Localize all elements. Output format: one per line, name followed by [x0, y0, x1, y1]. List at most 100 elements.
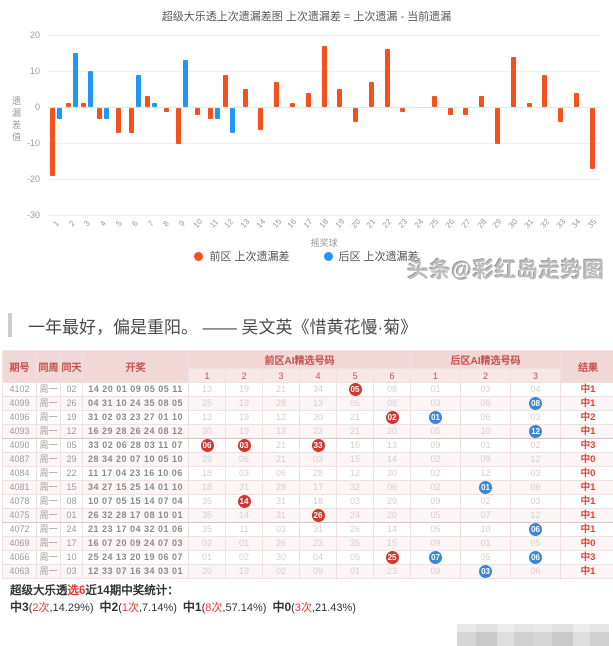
- hit-circle-front: 26: [312, 509, 325, 522]
- x-tick-label: 11: [205, 215, 222, 233]
- front-bar: [164, 108, 169, 112]
- chart-title: 超级大乐透上次遗漏差图 上次遗漏差 = 上次遗漏 - 当前遗漏: [0, 8, 613, 24]
- front-bar: [81, 103, 86, 107]
- cell-ai-number: 08: [511, 397, 561, 411]
- stat-item: 中3(2次,14.29%): [10, 602, 94, 614]
- header-result: 结果: [561, 351, 613, 383]
- cell-day: 17: [61, 537, 83, 551]
- cell-day: 08: [61, 495, 83, 509]
- cell-week: 周一: [37, 439, 61, 453]
- cell-draw: 31 02 03 23 27 01 10: [83, 411, 189, 425]
- cell-ai-number: 06: [263, 467, 300, 481]
- back-bar: [136, 75, 141, 107]
- stat-item: 中1(8次,57.14%): [183, 602, 267, 614]
- cell-ai-number: 20: [189, 565, 226, 579]
- cell-draw: 10 07 05 15 14 07 04: [83, 495, 189, 509]
- front-bar: [353, 108, 358, 122]
- x-tick-label: 29: [489, 215, 506, 233]
- cell-ai-number: 02: [263, 565, 300, 579]
- y-tick-label: -20: [14, 174, 40, 184]
- subheader-col: 4: [300, 369, 337, 383]
- front-bar: [322, 46, 327, 107]
- cell-draw: 16 07 20 09 24 07 03: [83, 537, 189, 551]
- cell-day: 03: [61, 565, 83, 579]
- back-bar: [230, 108, 235, 133]
- cell-week: 周一: [37, 481, 61, 495]
- cell-ai-number: 14: [374, 453, 411, 467]
- cell-week: 周一: [37, 425, 61, 439]
- cell-draw: 25 24 13 20 19 06 07: [83, 551, 189, 565]
- cell-ai-number: 14: [374, 523, 411, 537]
- cell-ai-number: 03: [461, 565, 511, 579]
- cell-result: 中2: [561, 411, 613, 425]
- cell-qihao: 4087: [3, 453, 37, 467]
- back-bar: [88, 71, 93, 107]
- subheader-col: 5: [337, 369, 374, 383]
- header-front-group: 前区AI精选号码: [189, 351, 411, 369]
- cell-ai-number: 15: [337, 453, 374, 467]
- legend-item-back: 后区 上次遗漏差: [324, 248, 419, 264]
- hit-circle-front: 02: [386, 411, 399, 424]
- cell-ai-number: 07: [461, 509, 511, 523]
- subheader-col: 1: [411, 369, 461, 383]
- x-tick-label: 13: [236, 215, 253, 233]
- cell-result: 中1: [561, 397, 613, 411]
- cell-week: 周一: [37, 537, 61, 551]
- cell-week: 周一: [37, 523, 61, 537]
- header-tongtian: 同天: [61, 351, 83, 383]
- subheader-col: 3: [511, 369, 561, 383]
- cell-draw: 21 23 17 04 32 01 06: [83, 523, 189, 537]
- cell-result: 中1: [561, 509, 613, 523]
- cell-ai-number: 05: [461, 551, 511, 565]
- cell-day: 05: [61, 439, 83, 453]
- cell-ai-number: 03: [511, 467, 561, 481]
- cell-ai-number: 05: [337, 383, 374, 397]
- y-tick-label: 0: [14, 102, 40, 112]
- cell-ai-number: 06: [511, 481, 561, 495]
- cell-ai-number: 12: [511, 425, 561, 439]
- cell-ai-number: 20: [374, 509, 411, 523]
- cell-ai-number: 24: [337, 509, 374, 523]
- cell-ai-number: 22: [300, 425, 337, 439]
- front-bar: [145, 96, 150, 107]
- cell-ai-number: 07: [411, 551, 461, 565]
- hit-circle-back: 07: [429, 551, 442, 564]
- hit-circle-front: 14: [238, 495, 251, 508]
- x-tick-label: 3: [79, 215, 96, 233]
- cell-ai-number: 01: [411, 411, 461, 425]
- cell-result: 中0: [561, 453, 613, 467]
- cell-ai-number: 09: [300, 565, 337, 579]
- back-bar: [104, 108, 109, 119]
- cell-ai-number: 03: [511, 411, 561, 425]
- cell-ai-number: 06: [226, 453, 263, 467]
- cell-day: 02: [61, 383, 83, 397]
- x-tick-label: 33: [552, 215, 569, 233]
- cell-ai-number: 11: [226, 523, 263, 537]
- hit-circle-front: 03: [238, 439, 251, 452]
- cell-ai-number: 13: [189, 383, 226, 397]
- cell-ai-number: 21: [263, 453, 300, 467]
- cell-ai-number: 03: [337, 495, 374, 509]
- cell-ai-number: 05: [411, 425, 461, 439]
- cell-day: 29: [61, 453, 83, 467]
- cell-ai-number: 09: [411, 439, 461, 453]
- front-bar: [290, 103, 295, 107]
- x-tick-label: 17: [300, 215, 317, 233]
- front-bar: [558, 108, 563, 122]
- x-tick-label: 9: [173, 215, 190, 233]
- cell-ai-number: 03: [411, 397, 461, 411]
- back-legend-dot-icon: [324, 252, 333, 261]
- cell-week: 周一: [37, 495, 61, 509]
- cell-ai-number: 21: [263, 383, 300, 397]
- cell-result: 中1: [561, 481, 613, 495]
- cell-ai-number: 06: [189, 439, 226, 453]
- x-tick-label: 27: [457, 215, 474, 233]
- cell-result: 中1: [561, 523, 613, 537]
- cell-draw: 11 17 04 23 16 10 06: [83, 467, 189, 481]
- header-tongzhou: 同周: [37, 351, 61, 383]
- x-tick-label: 25: [426, 215, 443, 233]
